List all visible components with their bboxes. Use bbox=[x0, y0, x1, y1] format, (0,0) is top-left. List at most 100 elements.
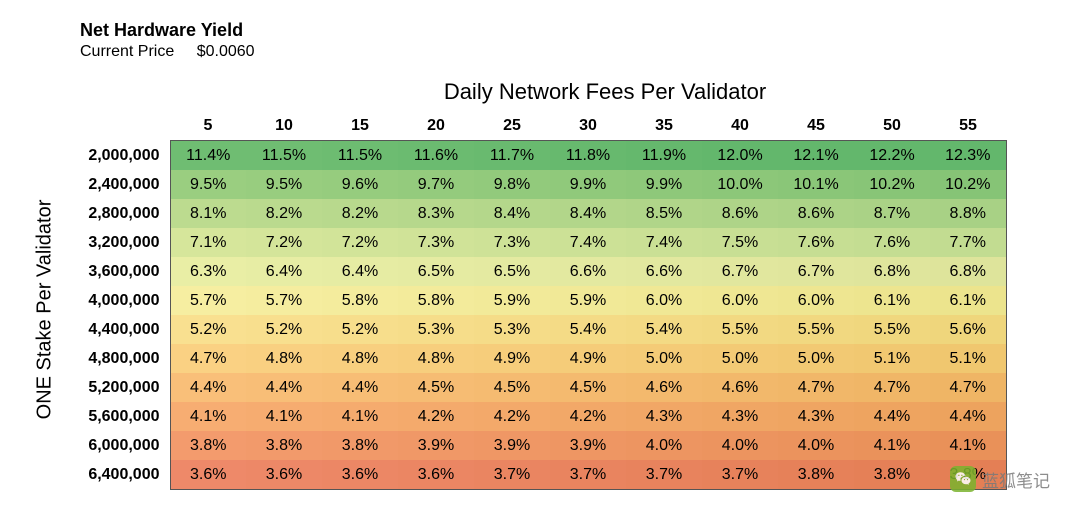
row-header: 2,400,000 bbox=[60, 170, 170, 199]
heatmap-cell: 4.6% bbox=[702, 373, 778, 402]
heatmap-cell: 9.6% bbox=[322, 170, 398, 199]
heatmap-cell: 3.7% bbox=[626, 460, 702, 490]
heatmap-cell: 6.5% bbox=[398, 257, 474, 286]
heatmap-cell: 7.3% bbox=[398, 228, 474, 257]
heatmap-cell: 5.0% bbox=[626, 344, 702, 373]
heatmap-cell: 3.7% bbox=[702, 460, 778, 490]
heatmap-cell: 3.8% bbox=[322, 431, 398, 460]
heatmap-cell: 11.5% bbox=[322, 141, 398, 171]
heatmap-cell: 6.1% bbox=[930, 286, 1006, 315]
heatmap-cell: 12.2% bbox=[854, 141, 930, 171]
heatmap-cell: 4.9% bbox=[474, 344, 550, 373]
heatmap-cell: 9.9% bbox=[550, 170, 626, 199]
heatmap-cell: 9.8% bbox=[474, 170, 550, 199]
heatmap-cell: 5.5% bbox=[778, 315, 854, 344]
heatmap-cell: 5.4% bbox=[626, 315, 702, 344]
heatmap-cell: 7.2% bbox=[322, 228, 398, 257]
heatmap-cell: 4.1% bbox=[322, 402, 398, 431]
column-header: 5 bbox=[170, 111, 246, 141]
watermark: 蓝狐笔记 bbox=[950, 466, 1050, 492]
price-value: $0.0060 bbox=[197, 43, 255, 61]
heatmap-cell: 4.2% bbox=[550, 402, 626, 431]
column-header: 50 bbox=[854, 111, 930, 141]
heatmap-cell: 8.4% bbox=[550, 199, 626, 228]
heatmap-cell: 4.0% bbox=[702, 431, 778, 460]
heatmap-cell: 3.7% bbox=[550, 460, 626, 490]
heatmap-cell: 3.7% bbox=[474, 460, 550, 490]
heatmap-cell: 9.9% bbox=[626, 170, 702, 199]
heatmap-cell: 4.7% bbox=[930, 373, 1006, 402]
heatmap-cell: 4.1% bbox=[930, 431, 1006, 460]
x-axis-label: Daily Network Fees Per Validator bbox=[160, 79, 1050, 105]
heatmap-cell: 4.9% bbox=[550, 344, 626, 373]
table-row: 4,400,0005.2%5.2%5.2%5.3%5.3%5.4%5.4%5.5… bbox=[60, 315, 1006, 344]
heatmap-cell: 3.9% bbox=[398, 431, 474, 460]
heatmap-cell: 3.6% bbox=[170, 460, 246, 490]
column-header: 15 bbox=[322, 111, 398, 141]
table-area: Daily Network Fees Per Validator 5101520… bbox=[60, 79, 1050, 490]
heatmap-cell: 12.3% bbox=[930, 141, 1006, 171]
row-header: 4,000,000 bbox=[60, 286, 170, 315]
heatmap-cell: 5.0% bbox=[778, 344, 854, 373]
heatmap-cell: 3.8% bbox=[854, 460, 930, 490]
heatmap-cell: 3.8% bbox=[170, 431, 246, 460]
heatmap-cell: 7.4% bbox=[550, 228, 626, 257]
table-body: 2,000,00011.4%11.5%11.5%11.6%11.7%11.8%1… bbox=[60, 141, 1006, 490]
heatmap-cell: 5.2% bbox=[170, 315, 246, 344]
column-header: 20 bbox=[398, 111, 474, 141]
heatmap-cell: 5.5% bbox=[854, 315, 930, 344]
heatmap-cell: 11.5% bbox=[246, 141, 322, 171]
price-row: Current Price $0.0060 bbox=[80, 43, 1050, 61]
table-row: 6,400,0003.6%3.6%3.6%3.6%3.7%3.7%3.7%3.7… bbox=[60, 460, 1006, 490]
heatmap-cell: 8.3% bbox=[398, 199, 474, 228]
heatmap-cell: 4.7% bbox=[170, 344, 246, 373]
heatmap-cell: 6.7% bbox=[702, 257, 778, 286]
heatmap-cell: 4.5% bbox=[398, 373, 474, 402]
heatmap-cell: 4.4% bbox=[854, 402, 930, 431]
row-header: 4,800,000 bbox=[60, 344, 170, 373]
heatmap-cell: 5.3% bbox=[398, 315, 474, 344]
heatmap-cell: 8.7% bbox=[854, 199, 930, 228]
price-label: Current Price bbox=[80, 43, 174, 61]
heatmap-cell: 6.4% bbox=[322, 257, 398, 286]
column-header: 55 bbox=[930, 111, 1006, 141]
heatmap-cell: 10.2% bbox=[854, 170, 930, 199]
heatmap-cell: 11.8% bbox=[550, 141, 626, 171]
heatmap-cell: 3.6% bbox=[398, 460, 474, 490]
heatmap-cell: 11.4% bbox=[170, 141, 246, 171]
row-header: 6,400,000 bbox=[60, 460, 170, 490]
heatmap-cell: 3.8% bbox=[778, 460, 854, 490]
heatmap-cell: 4.1% bbox=[170, 402, 246, 431]
heatmap-cell: 6.6% bbox=[626, 257, 702, 286]
heatmap-cell: 11.7% bbox=[474, 141, 550, 171]
heatmap-cell: 5.4% bbox=[550, 315, 626, 344]
heatmap-cell: 6.0% bbox=[626, 286, 702, 315]
heatmap-cell: 8.1% bbox=[170, 199, 246, 228]
heatmap-cell: 4.4% bbox=[322, 373, 398, 402]
heatmap-cell: 4.7% bbox=[778, 373, 854, 402]
column-header: 35 bbox=[626, 111, 702, 141]
heatmap-cell: 5.1% bbox=[854, 344, 930, 373]
table-row: 2,400,0009.5%9.5%9.6%9.7%9.8%9.9%9.9%10.… bbox=[60, 170, 1006, 199]
heatmap-cell: 11.6% bbox=[398, 141, 474, 171]
heatmap-cell: 4.0% bbox=[626, 431, 702, 460]
heatmap-cell: 6.6% bbox=[550, 257, 626, 286]
heatmap-cell: 4.4% bbox=[170, 373, 246, 402]
heatmap-cell: 4.7% bbox=[854, 373, 930, 402]
heatmap-cell: 10.1% bbox=[778, 170, 854, 199]
table-row: 6,000,0003.8%3.8%3.8%3.9%3.9%3.9%4.0%4.0… bbox=[60, 431, 1006, 460]
heatmap-cell: 5.2% bbox=[322, 315, 398, 344]
heatmap-cell: 11.9% bbox=[626, 141, 702, 171]
heatmap-cell: 4.8% bbox=[322, 344, 398, 373]
heatmap-cell: 7.3% bbox=[474, 228, 550, 257]
heatmap-cell: 6.4% bbox=[246, 257, 322, 286]
heatmap-cell: 4.0% bbox=[778, 431, 854, 460]
heatmap-cell: 4.3% bbox=[702, 402, 778, 431]
heatmap-cell: 8.2% bbox=[246, 199, 322, 228]
heatmap-cell: 8.2% bbox=[322, 199, 398, 228]
row-header: 4,400,000 bbox=[60, 315, 170, 344]
heatmap-cell: 4.8% bbox=[246, 344, 322, 373]
heatmap-cell: 6.3% bbox=[170, 257, 246, 286]
heatmap-cell: 4.4% bbox=[930, 402, 1006, 431]
heatmap-cell: 5.7% bbox=[170, 286, 246, 315]
